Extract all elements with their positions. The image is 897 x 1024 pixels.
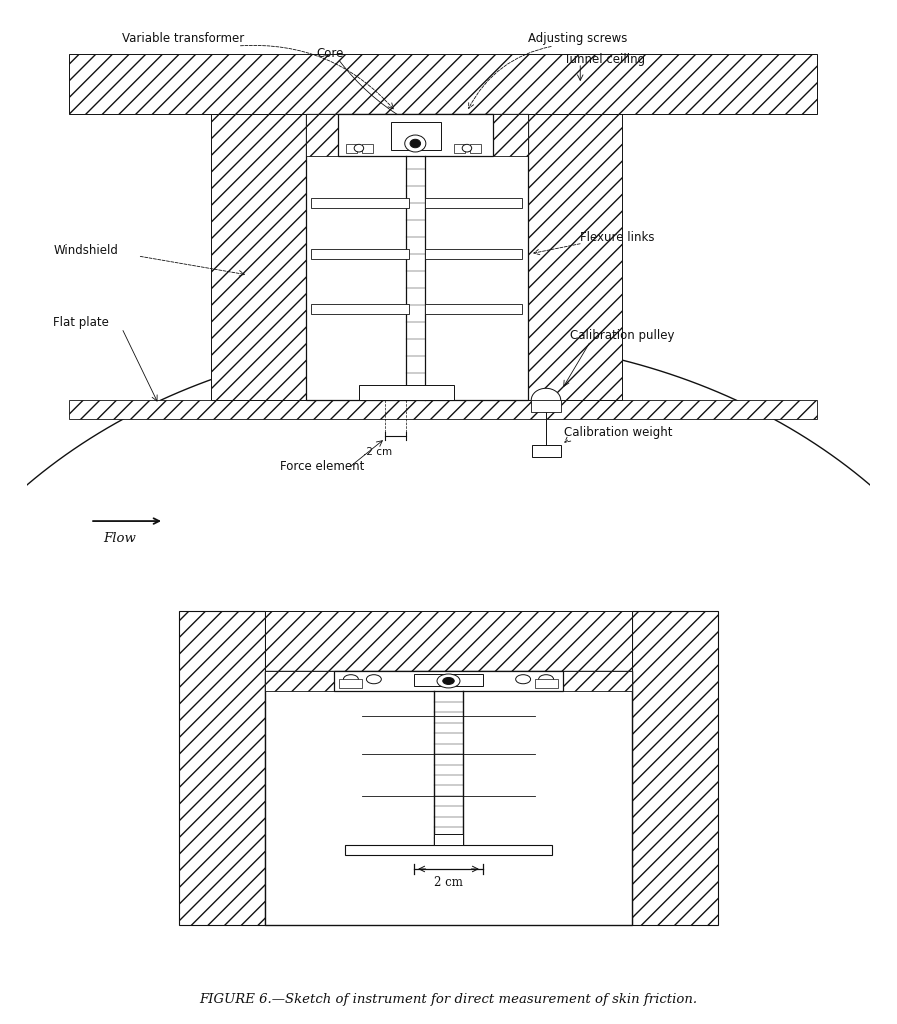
Bar — [454, 143, 466, 153]
Text: FIGURE 6.—Sketch of instrument for direct measurement of skin friction.: FIGURE 6.—Sketch of instrument for direc… — [199, 992, 698, 1006]
Bar — [339, 679, 362, 688]
Bar — [306, 114, 527, 400]
Bar — [334, 671, 563, 691]
Bar — [69, 400, 817, 419]
Text: Calibration pulley: Calibration pulley — [570, 329, 675, 342]
Bar — [425, 304, 522, 314]
Bar — [338, 114, 493, 157]
Text: Flow: Flow — [103, 532, 136, 546]
Bar — [345, 143, 357, 153]
Bar — [361, 143, 373, 153]
Circle shape — [462, 144, 472, 152]
Bar — [535, 679, 558, 688]
Bar — [265, 611, 632, 671]
Bar — [265, 671, 632, 925]
Circle shape — [354, 144, 363, 152]
Text: Core: Core — [317, 46, 344, 59]
Circle shape — [410, 139, 421, 147]
Bar — [425, 249, 522, 259]
Bar — [69, 54, 817, 114]
Text: Flat plate: Flat plate — [53, 316, 109, 329]
Circle shape — [443, 678, 454, 684]
Text: Force element: Force element — [280, 460, 364, 473]
Text: .2 cm: .2 cm — [362, 447, 392, 458]
Bar — [470, 143, 481, 153]
Bar — [265, 671, 351, 691]
Text: Adjusting screws: Adjusting screws — [527, 32, 627, 45]
Circle shape — [437, 674, 460, 688]
Bar — [531, 400, 561, 412]
Bar — [345, 845, 552, 855]
Text: 2 cm: 2 cm — [434, 877, 463, 890]
Bar — [527, 114, 623, 400]
Circle shape — [531, 388, 561, 412]
Bar — [212, 114, 306, 400]
Bar — [390, 122, 440, 150]
Bar — [532, 444, 561, 458]
Bar — [359, 385, 454, 400]
Text: Windshield: Windshield — [53, 244, 118, 257]
Bar — [425, 198, 522, 208]
Bar — [414, 674, 483, 686]
Circle shape — [344, 675, 359, 684]
Bar — [179, 611, 265, 925]
Text: Flexure links: Flexure links — [580, 231, 655, 244]
Circle shape — [405, 135, 426, 152]
Circle shape — [538, 675, 553, 684]
Bar — [311, 249, 409, 259]
Circle shape — [516, 675, 531, 684]
Text: Variable transformer: Variable transformer — [122, 32, 244, 45]
Bar — [311, 304, 409, 314]
Bar — [546, 671, 632, 691]
Text: Calibration weight: Calibration weight — [564, 426, 673, 439]
Circle shape — [366, 675, 381, 684]
Bar — [311, 198, 409, 208]
Text: Tunnel ceiling: Tunnel ceiling — [564, 53, 646, 66]
Bar — [434, 835, 463, 845]
Bar — [306, 114, 370, 157]
Bar — [632, 611, 718, 925]
Bar — [465, 114, 527, 157]
